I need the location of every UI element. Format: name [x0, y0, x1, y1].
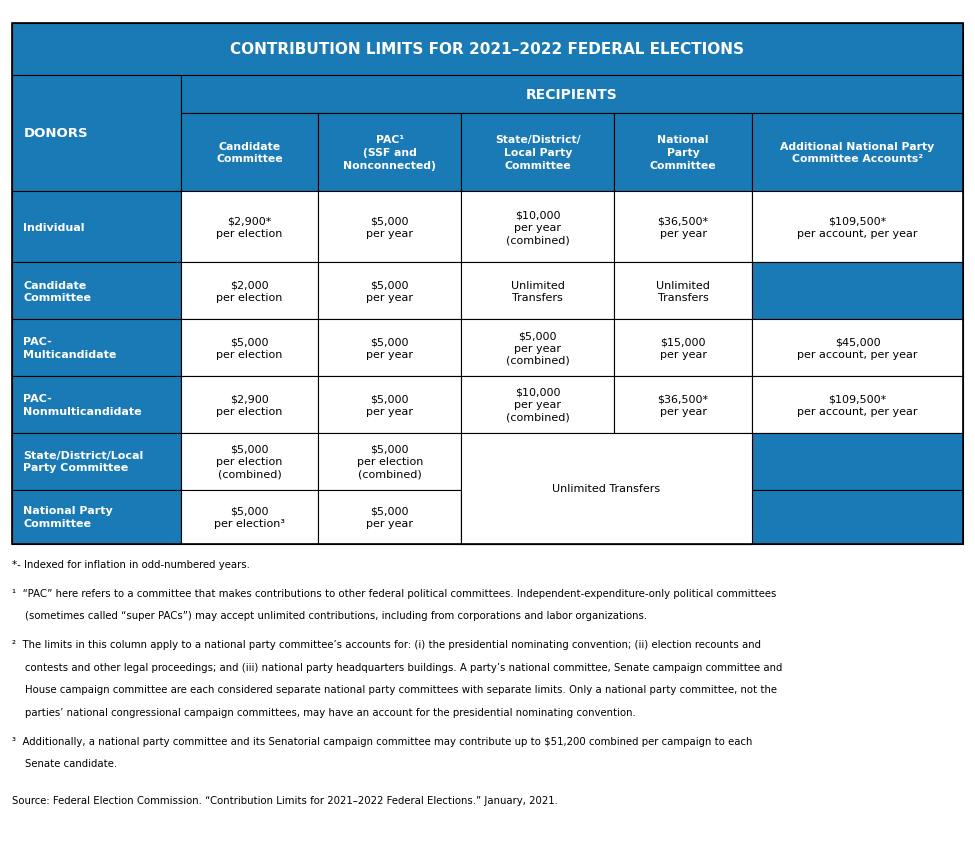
Text: $36,500*
per year: $36,500* per year: [657, 393, 709, 416]
Text: Senate candidate.: Senate candidate.: [12, 759, 117, 769]
Text: Unlimited
Transfers: Unlimited Transfers: [656, 280, 710, 302]
Text: Unlimited Transfers: Unlimited Transfers: [553, 484, 660, 493]
Text: $5,000
per election
(combined): $5,000 per election (combined): [357, 444, 423, 479]
Bar: [461, 433, 752, 544]
Bar: [318, 490, 461, 544]
Bar: [181, 76, 963, 114]
Bar: [181, 263, 318, 319]
Text: PAC-
Multicandidate: PAC- Multicandidate: [23, 337, 117, 359]
Text: $15,000
per year: $15,000 per year: [660, 337, 707, 359]
Text: Additional National Party
Committee Accounts²: Additional National Party Committee Acco…: [780, 141, 935, 164]
Bar: [614, 319, 752, 376]
Text: contests and other legal proceedings; and (iii) national party headquarters buil: contests and other legal proceedings; an…: [12, 662, 782, 672]
Bar: [461, 114, 614, 192]
Bar: [614, 192, 752, 263]
Bar: [12, 263, 181, 319]
Bar: [318, 319, 461, 376]
Bar: [181, 192, 318, 263]
Bar: [752, 433, 963, 490]
Text: ¹  “PAC” here refers to a committee that makes contributions to other federal po: ¹ “PAC” here refers to a committee that …: [12, 588, 776, 598]
Text: Unlimited
Transfers: Unlimited Transfers: [511, 280, 565, 302]
Bar: [12, 24, 963, 76]
Text: ³  Additionally, a national party committee and its Senatorial campaign committe: ³ Additionally, a national party committ…: [12, 736, 752, 746]
Bar: [12, 376, 181, 433]
Bar: [181, 433, 318, 490]
Bar: [461, 263, 614, 319]
Text: RECIPIENTS: RECIPIENTS: [526, 88, 618, 102]
Text: $2,900
per election: $2,900 per election: [216, 393, 283, 416]
Bar: [12, 490, 181, 544]
Bar: [752, 114, 963, 192]
Text: DONORS: DONORS: [23, 127, 88, 140]
Text: State/District/Local
Party Committee: State/District/Local Party Committee: [23, 450, 143, 473]
Bar: [752, 376, 963, 433]
Bar: [318, 192, 461, 263]
Text: Source: Federal Election Commission. “Contribution Limits for 2021–2022 Federal : Source: Federal Election Commission. “Co…: [12, 795, 558, 805]
Text: $109,500*
per account, per year: $109,500* per account, per year: [798, 216, 917, 238]
Bar: [181, 490, 318, 544]
Text: $5,000
per year: $5,000 per year: [367, 506, 413, 529]
Bar: [181, 114, 318, 192]
Bar: [318, 263, 461, 319]
Text: House campaign committee are each considered separate national party committees : House campaign committee are each consid…: [12, 684, 777, 695]
Bar: [12, 433, 181, 490]
Text: (sometimes called “super PACs”) may accept unlimited contributions, including fr: (sometimes called “super PACs”) may acce…: [12, 610, 646, 621]
Text: $5,000
per year
(combined): $5,000 per year (combined): [506, 331, 569, 366]
Text: Candidate
Committee: Candidate Committee: [216, 141, 283, 164]
Text: $5,000
per year: $5,000 per year: [367, 337, 413, 359]
Bar: [461, 319, 614, 376]
Text: $36,500*
per year: $36,500* per year: [657, 216, 709, 238]
Text: $10,000
per year
(combined): $10,000 per year (combined): [506, 210, 569, 245]
Text: $2,900*
per election: $2,900* per election: [216, 216, 283, 238]
Text: National Party
Committee: National Party Committee: [23, 506, 113, 529]
Text: $5,000
per year: $5,000 per year: [367, 216, 413, 238]
Text: $5,000
per year: $5,000 per year: [367, 393, 413, 416]
Text: $45,000
per account, per year: $45,000 per account, per year: [798, 337, 917, 359]
Bar: [461, 376, 614, 433]
Bar: [181, 376, 318, 433]
Text: State/District/
Local Party
Committee: State/District/ Local Party Committee: [495, 135, 580, 170]
Bar: [752, 319, 963, 376]
Bar: [461, 490, 963, 544]
Text: $5,000
per election: $5,000 per election: [216, 337, 283, 359]
Bar: [12, 76, 181, 192]
Bar: [12, 192, 181, 263]
Text: $109,500*
per account, per year: $109,500* per account, per year: [798, 393, 917, 416]
Bar: [752, 263, 963, 319]
Bar: [752, 192, 963, 263]
Text: PAC¹
(SSF and
Nonconnected): PAC¹ (SSF and Nonconnected): [343, 135, 436, 170]
Bar: [181, 319, 318, 376]
Text: $5,000
per year: $5,000 per year: [367, 280, 413, 302]
Text: CONTRIBUTION LIMITS FOR 2021–2022 FEDERAL ELECTIONS: CONTRIBUTION LIMITS FOR 2021–2022 FEDERA…: [230, 42, 745, 58]
Bar: [461, 192, 614, 263]
Text: ²  The limits in this column apply to a national party committee’s accounts for:: ² The limits in this column apply to a n…: [12, 640, 761, 650]
Bar: [614, 263, 752, 319]
Text: Individual: Individual: [23, 222, 85, 232]
Bar: [12, 319, 181, 376]
Bar: [12, 24, 963, 544]
Text: $2,000
per election: $2,000 per election: [216, 280, 283, 302]
Bar: [318, 376, 461, 433]
Bar: [614, 114, 752, 192]
Text: $5,000
per election³: $5,000 per election³: [214, 506, 285, 529]
Bar: [614, 376, 752, 433]
Text: *- Indexed for inflation in odd-numbered years.: *- Indexed for inflation in odd-numbered…: [12, 560, 250, 570]
Text: Candidate
Committee: Candidate Committee: [23, 280, 92, 302]
Text: parties’ national congressional campaign committees, may have an account for the: parties’ national congressional campaign…: [12, 707, 636, 717]
Text: PAC-
Nonmulticandidate: PAC- Nonmulticandidate: [23, 393, 142, 416]
Text: $10,000
per year
(combined): $10,000 per year (combined): [506, 387, 569, 422]
Bar: [318, 433, 461, 490]
Bar: [318, 114, 461, 192]
Text: $5,000
per election
(combined): $5,000 per election (combined): [216, 444, 283, 479]
Text: National
Party
Committee: National Party Committee: [649, 135, 717, 170]
